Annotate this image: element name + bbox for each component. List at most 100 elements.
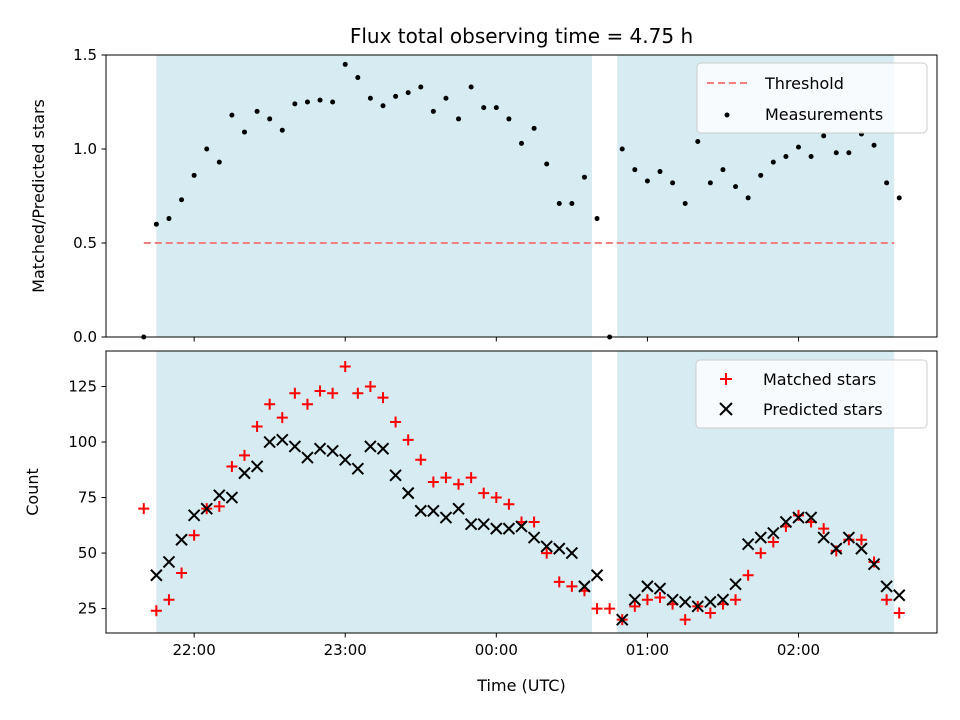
measurements-point [493,105,499,111]
predicted-stars-point [339,453,352,467]
matched-stars-point [755,547,767,559]
matched-stars-point [503,498,515,510]
measurements-point [456,116,462,122]
matched-stars-point [327,387,339,399]
predicted-stars-point [842,531,856,544]
predicted-stars-point [351,462,365,475]
y-tick-label: 25 [78,600,97,618]
matched-stars-point [704,607,716,619]
x-tick-label: 23:00 [324,641,367,659]
top-panel: 0.0 0.5 1.0 1.5 Flux total observing time =… [29,24,938,346]
matched-stars-point [465,472,477,484]
matched-stars-point [213,500,225,512]
measurements-point [242,129,247,135]
predicted-stars-point [477,517,490,531]
matched-stars-point [276,412,288,424]
predicted-stars-point [213,489,226,502]
predicted-stars-point [641,580,654,593]
matched-stars-point [150,605,162,617]
measurements-point [179,197,185,203]
predicted-stars-point [729,577,742,591]
measurements-point [531,125,537,131]
measurements-point [833,150,839,156]
matched-stars-point [226,460,238,472]
y-tick-label: 1.0 [73,140,97,158]
legend-measurements-label: Measurements [765,105,883,124]
matched-stars-point [427,476,439,488]
predicted-stars-point [792,511,805,524]
measurements-point [216,159,222,165]
observing-window-1 [156,55,593,337]
measurements-point [619,146,625,152]
y-tick-label: 50 [78,544,97,562]
predicted-stars-point [301,451,314,464]
matched-stars-point [793,509,804,521]
predicted-stars-point [263,435,276,449]
matched-stars-point [604,603,616,615]
measurements-point [733,184,739,190]
top-axes-frame [105,54,938,338]
bottom-axes-frame [105,350,938,634]
x-tick-label: 22:00 [173,641,216,659]
predicted-stars-point [364,440,377,453]
measurements-point [254,108,260,114]
measurements-point [695,138,701,144]
predicted-stars-point [578,580,591,593]
measurements-point [304,99,310,105]
y-tick-label: 100 [68,433,97,451]
matched-stars-point [352,387,364,399]
matched-stars-point [390,416,402,428]
measurements-point [405,90,411,96]
measurements-point [670,180,676,186]
measurements-point [153,221,159,227]
measurements-point [267,116,273,122]
matched-stars-point [566,580,578,592]
bottom-x-axis-label: Time (UTC) [476,676,565,695]
measurements-point [330,99,336,105]
measurements-point [594,216,600,222]
matched-stars-point [591,603,603,615]
matched-stars-point [868,556,880,568]
matched-stars-point [289,387,301,399]
predicted-stars-point [515,520,528,533]
matched-stars-point [314,385,326,397]
matched-stars-point [893,607,905,619]
chart-title: Flux total observing time = 4.75 h [350,24,693,48]
matched-stars-point [679,614,691,626]
matched-stars-point [402,434,414,446]
predicted-stars-point [490,522,503,535]
matched-stars-point [742,569,754,581]
measurements-point [317,97,323,103]
predicted-stars-point [704,595,717,609]
matched-stars-point [478,487,490,499]
predicted-stars-point [628,593,642,606]
matched-stars-point [730,594,742,606]
matched-stars-point [528,516,540,528]
measurements-point [770,159,776,165]
predicted-stars-point [741,537,755,551]
matched-stars-point [377,392,389,404]
measurements-point [506,116,512,122]
matched-stars-point [453,478,465,490]
measurements-point [443,95,449,101]
top-legend: Threshold Measurements [696,62,928,134]
predicted-stars-point [187,509,201,522]
measurements-point [896,195,902,201]
predicted-stars-point [540,540,553,553]
predicted-stars-point [716,593,730,606]
measurements-point [393,93,399,99]
y-tick-label: 125 [68,378,97,396]
observing-window-1 [156,351,593,633]
measurements-point [166,216,172,222]
predicted-stars-point [313,442,327,455]
measurements-point [418,84,424,90]
predicted-stars-point [439,511,453,524]
measurements-point [871,142,877,148]
matched-stars-point [415,454,427,466]
measurements-point [519,140,524,146]
predicted-stars-point [565,546,579,560]
top-y-axis-label: Matched/Predicted stars [29,99,48,293]
predicted-stars-point [817,531,830,544]
measurements-point [796,144,801,150]
